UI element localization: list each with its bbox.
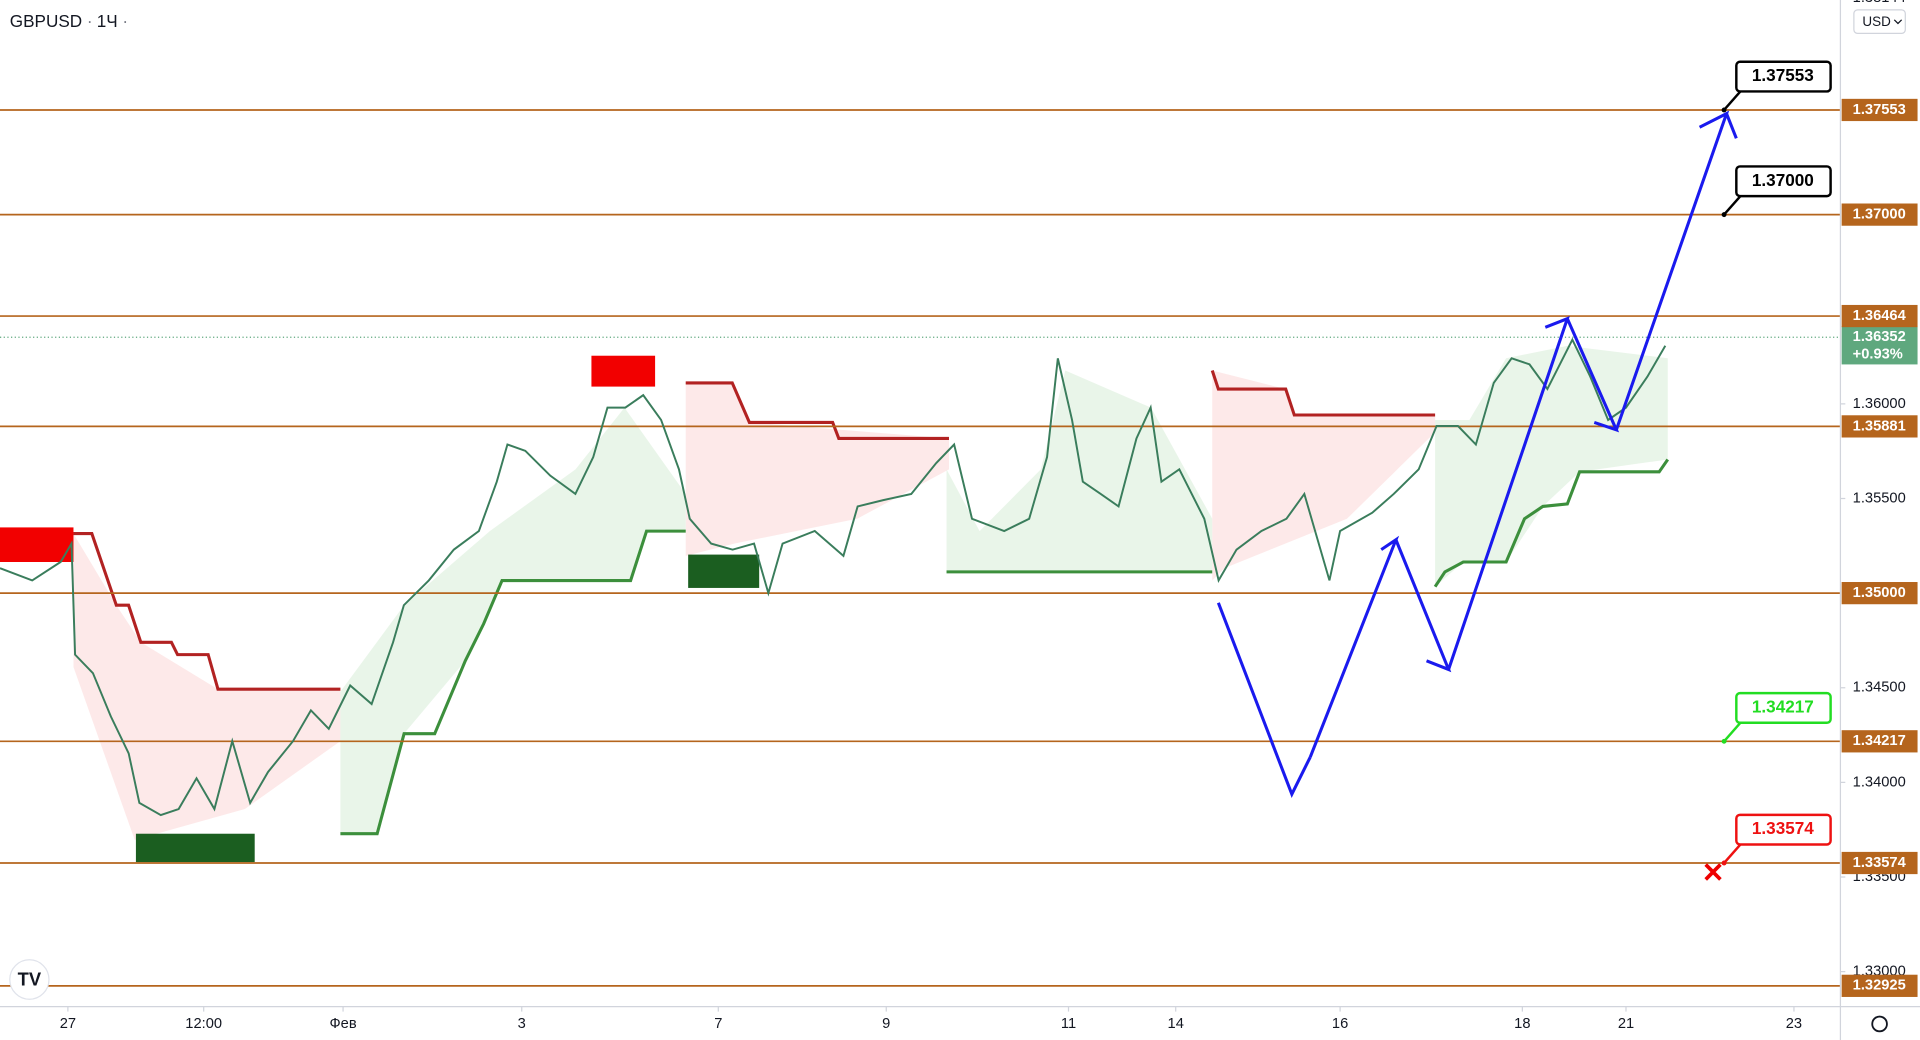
x-tick-label: 18 — [1514, 1016, 1530, 1032]
price — [0, 336, 1841, 817]
y-tick-label: 1.34000 — [1853, 774, 1906, 790]
last-price-box — [1841, 326, 1918, 365]
trend-line — [73, 532, 341, 691]
level-label: 1.33574 — [1853, 855, 1907, 871]
level-label-box — [1841, 98, 1918, 122]
callout-box — [1735, 60, 1832, 93]
y-tick-label: 1.34500 — [1853, 680, 1906, 696]
trend-line — [685, 381, 949, 441]
callout-anchor — [1721, 860, 1727, 866]
change-label: +0.93% — [1853, 346, 1903, 362]
supply-box — [591, 355, 656, 387]
callout-box — [1735, 691, 1832, 725]
y-tick-label: 1.36000 — [1853, 396, 1906, 412]
trend-fill — [73, 533, 341, 840]
level-label-box — [1841, 851, 1918, 875]
y-tick-label: 1.38144 — [1853, 0, 1906, 6]
stop-cross — [1704, 863, 1722, 881]
trend-fill — [340, 407, 686, 834]
level-label: 1.37000 — [1853, 206, 1906, 222]
arrow — [1725, 113, 1738, 139]
price-line — [0, 337, 1667, 817]
level-label-box — [1841, 974, 1918, 997]
x-tick-label: 11 — [1061, 1016, 1076, 1032]
separator: · — [87, 11, 93, 31]
forecast-arrows — [1216, 110, 1738, 799]
interval: 1Ч — [97, 11, 118, 31]
levels: 1.37553 1.37000 1.34217 1.33574 — [0, 60, 1841, 987]
dropdown-icon[interactable] — [1893, 19, 1903, 25]
callout-box — [1735, 165, 1832, 198]
arrow — [1216, 602, 1312, 799]
x-tick-label: 12:00 — [185, 1016, 222, 1032]
trend-fill — [946, 370, 1213, 572]
callout-box — [1735, 813, 1832, 846]
trend-fill — [1212, 370, 1436, 581]
callout-label: 1.37553 — [1752, 65, 1814, 85]
tv-logo: TV — [9, 959, 50, 1000]
x-tick-label: 7 — [714, 1016, 722, 1032]
callout-label: 1.33574 — [1752, 818, 1814, 838]
level-label: 1.35000 — [1853, 585, 1906, 601]
level-label: 1.34217 — [1853, 733, 1906, 749]
callout-anchor — [1721, 738, 1727, 744]
arrow — [1308, 535, 1400, 758]
callout-anchor — [1721, 107, 1727, 113]
trend-line — [340, 529, 686, 836]
x-tick-label: 23 — [1786, 1016, 1802, 1032]
x-tick-label: 21 — [1618, 1016, 1634, 1032]
callout-anchor — [1721, 212, 1727, 218]
level-label: 1.36464 — [1853, 308, 1907, 324]
trend-fill — [1435, 345, 1668, 587]
x-tick-label: 3 — [518, 1016, 526, 1032]
level-label-box — [1841, 415, 1918, 438]
demand-box — [135, 833, 255, 863]
level-label: 1.35881 — [1853, 418, 1906, 434]
currency[interactable]: USD — [1862, 14, 1891, 29]
level-label-box — [1841, 304, 1918, 328]
settings-icon[interactable] — [1871, 1015, 1888, 1033]
level-label: 1.32925 — [1853, 978, 1906, 994]
plot-area — [0, 345, 1670, 863]
x-tick-label: 16 — [1332, 1016, 1348, 1032]
x-tick-label: 9 — [882, 1016, 890, 1032]
trend-fill — [685, 382, 949, 556]
supply-box — [0, 527, 74, 562]
last-price-label: 1.36352 — [1853, 329, 1906, 345]
level-label-box — [1841, 203, 1918, 226]
y-tick-label: 1.35500 — [1853, 490, 1906, 506]
x-tick-label: Фев — [329, 1016, 356, 1032]
level-label-box — [1841, 730, 1918, 753]
separator: · — [122, 11, 128, 31]
arrow — [1614, 110, 1730, 431]
symbol: GBPUSD — [10, 11, 82, 31]
currency-button[interactable] — [1853, 9, 1906, 34]
level-label: 1.37553 — [1853, 102, 1906, 118]
x-tick-label: 14 — [1168, 1016, 1184, 1032]
callout-label: 1.34217 — [1752, 696, 1814, 716]
axes: 1.330001.335001.340001.345001.355001.360… — [60, 0, 1918, 1032]
level-label-box — [1841, 582, 1918, 605]
trend-line — [1433, 458, 1670, 588]
logo-text: TV — [18, 969, 42, 990]
trend-line — [1210, 370, 1436, 417]
callout-label: 1.37000 — [1752, 170, 1814, 190]
demand-box — [688, 554, 760, 588]
x-tick-label: 27 — [60, 1016, 76, 1032]
